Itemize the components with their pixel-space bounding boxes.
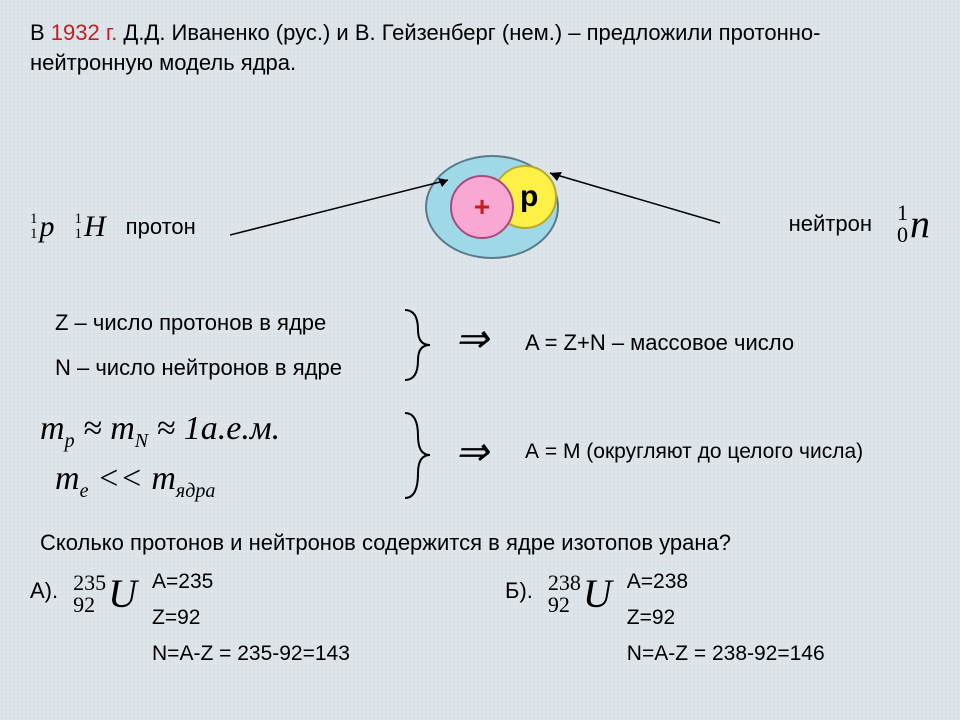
mass-number-formula: A = Z+N – массовое число [525, 330, 794, 356]
intro-rest: Д.Д. Иваненко (рус.) и В. Гейзенберг (не… [30, 20, 821, 75]
ex-a-values: A=235 Z=92 N=A-Z = 235-92=143 [152, 570, 350, 666]
ex-a-a: A=235 [152, 570, 350, 594]
ex-b-z: Z=92 [627, 606, 825, 630]
example-b: Б). 23892U A=238 Z=92 N=A-Z = 238-92=146 [505, 570, 825, 666]
neutron-text: нейтрон [789, 211, 872, 237]
brace-1 [400, 305, 440, 385]
neutron-notation: 10n [897, 200, 930, 247]
proton-p-notation: 11p [30, 210, 55, 244]
ex-b-n: N=A-Z = 238-92=146 [627, 642, 825, 666]
brace-2 [400, 408, 440, 503]
ex-a-n: N=A-Z = 235-92=143 [152, 642, 350, 666]
ex-b-label: Б). [505, 570, 533, 604]
example-a: А). 23592U A=235 Z=92 N=A-Z = 235-92=143 [30, 570, 350, 666]
neutron-label-group: нейтрон 10n [789, 200, 930, 247]
proton-text: протон [126, 214, 196, 240]
proton-arrow [230, 175, 460, 245]
nucleus-letter: р [520, 180, 538, 214]
z-definition: Z – число протонов в ядре [55, 310, 326, 336]
a-equals-m: А = М (округляют до целого числа) [525, 440, 863, 464]
question-text: Сколько протонов и нейтронов содержится … [40, 530, 731, 556]
ex-a-label: А). [30, 570, 58, 604]
neutron-arrow [545, 168, 725, 228]
ex-b-isotope: 23892U [548, 570, 612, 617]
arrow-1: ⇒ [455, 315, 489, 362]
arrow-2: ⇒ [455, 428, 489, 475]
plus-sign: + [474, 191, 490, 223]
n-definition: N – число нейтронов в ядре [55, 355, 342, 381]
ex-a-z: Z=92 [152, 606, 350, 630]
proton-h-notation: 11H [75, 210, 106, 244]
ex-b-values: A=238 Z=92 N=A-Z = 238-92=146 [627, 570, 825, 666]
intro-text: В 1932 г. Д.Д. Иваненко (рус.) и В. Гейз… [30, 18, 930, 77]
ex-b-a: A=238 [627, 570, 825, 594]
mass-approx-2: me << mядра [55, 460, 215, 503]
mass-approx-1: mp ≈ mN ≈ 1а.е.м. [40, 410, 280, 453]
proton-label-group: 11p 11H протон [30, 210, 196, 244]
ex-a-isotope: 23592U [73, 570, 137, 617]
year: 1932 г. [51, 20, 118, 45]
intro-prefix: В [30, 20, 51, 45]
